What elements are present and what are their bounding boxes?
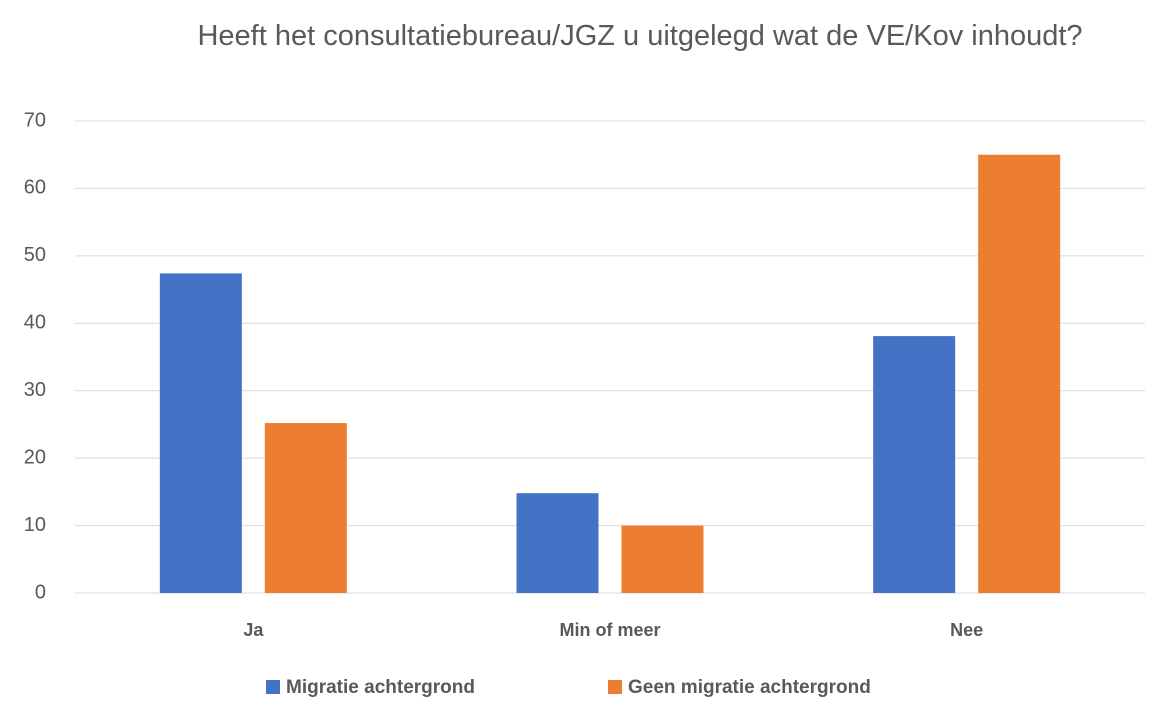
y-tick-label: 60 [24,177,46,199]
bar [978,154,1061,593]
x-tick-label: Ja [243,620,264,640]
y-tick-label: 30 [24,379,46,401]
legend-swatch [266,680,280,694]
legend-label: Migratie achtergrond [286,677,475,698]
legend-swatch [608,680,622,694]
y-tick-label: 20 [24,446,46,468]
y-tick-label: 10 [24,514,46,536]
bar [621,525,704,593]
x-tick-label: Nee [950,620,983,640]
y-tick-label: 0 [35,581,46,603]
bar [264,423,347,593]
legend-label: Geen migratie achtergrond [628,677,871,698]
y-tick-label: 40 [24,312,46,334]
bar [159,273,242,593]
x-tick-label: Min of meer [559,620,660,640]
bar [516,493,599,593]
bar [873,336,956,593]
y-tick-label: 70 [24,109,46,131]
chart-title: Heeft het consultatiebureau/JGZ u uitgel… [197,20,1083,52]
y-tick-label: 50 [24,244,46,266]
